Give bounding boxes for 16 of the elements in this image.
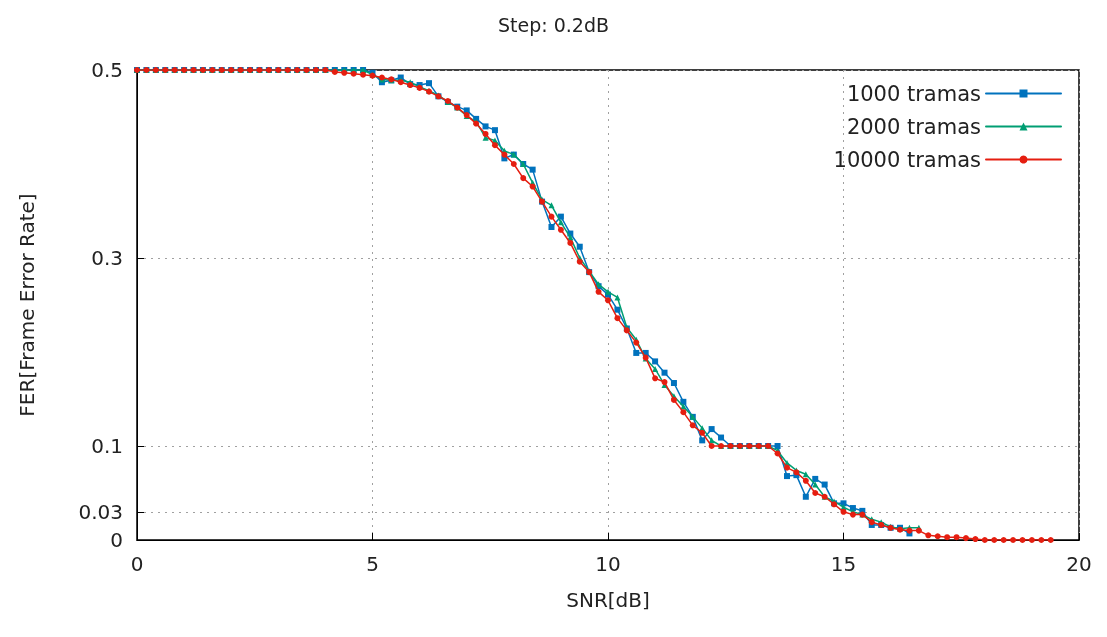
x-axis-title: SNR[dB]	[566, 588, 650, 612]
chart-title: Step: 0.2dB	[497, 13, 610, 36]
y-tick-label: 0.3	[91, 246, 123, 270]
x-tick-label: 5	[366, 552, 379, 576]
legend-label: 2000 tramas	[846, 114, 981, 139]
y-tick-label: 0.03	[78, 499, 123, 524]
y-axis-title: FER[Frame Error Rate]	[15, 193, 39, 417]
y-tick-label: 0	[110, 528, 123, 552]
x-tick-label: 15	[830, 552, 857, 576]
x-tick-label: 20	[1066, 552, 1092, 576]
y-tick-label: 0.5	[91, 58, 123, 82]
legend-label: 1000 tramas	[846, 81, 981, 106]
y-tick-label: 0.1	[91, 434, 123, 458]
x-tick-label: 10	[595, 552, 621, 576]
legend-label: 10000 tramas	[833, 147, 981, 172]
x-tick-label: 0	[130, 552, 144, 576]
